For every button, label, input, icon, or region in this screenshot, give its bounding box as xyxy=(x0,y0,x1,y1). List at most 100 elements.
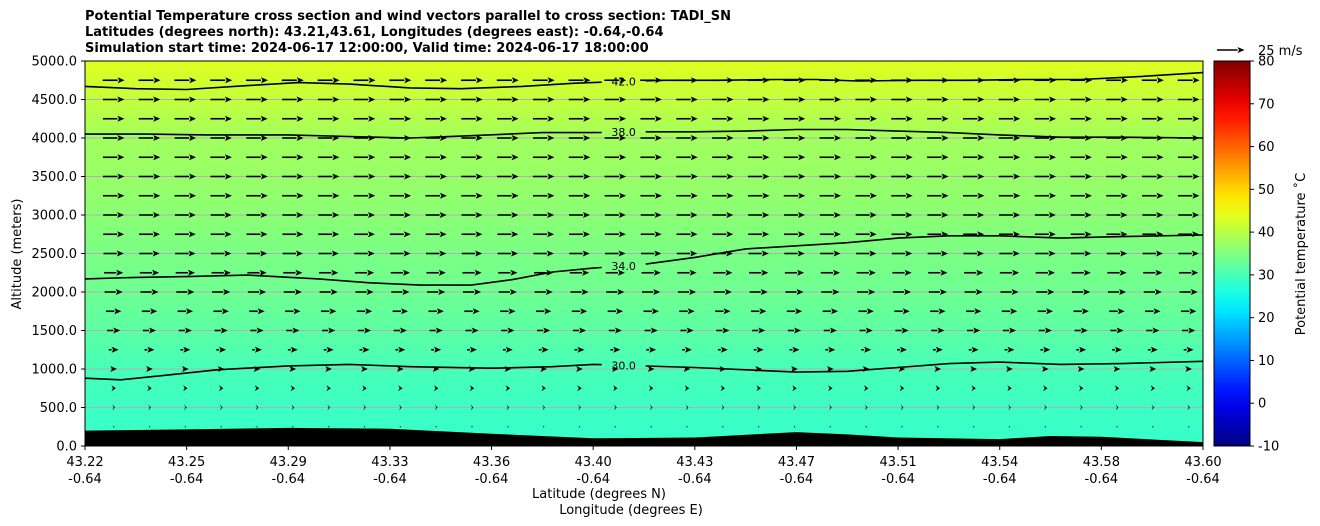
wind-vector xyxy=(214,327,228,334)
wind-vector xyxy=(213,308,229,315)
wind-vector-head xyxy=(153,115,161,122)
wind-vector-head xyxy=(1081,308,1089,315)
wind-vector xyxy=(502,346,513,353)
wind-vector xyxy=(102,96,125,103)
wind-vector xyxy=(246,192,268,199)
wind-vector xyxy=(1141,77,1164,84)
wind-vector xyxy=(175,250,196,257)
wind-vector xyxy=(461,192,483,199)
wind-vector-head xyxy=(368,173,376,180)
wind-vector-head xyxy=(582,231,590,238)
wind-vector-head xyxy=(935,385,941,392)
wind-vector-head xyxy=(511,212,519,218)
wind-vector xyxy=(532,135,555,141)
wind-vector xyxy=(425,77,448,84)
wind-vector xyxy=(1034,231,1056,238)
wind-vector-head xyxy=(475,173,483,180)
wind-vector-head xyxy=(726,192,734,199)
wind-vector xyxy=(431,346,442,353)
wind-vector-head xyxy=(330,289,338,295)
wind-vector xyxy=(1076,346,1087,353)
wind-vector xyxy=(139,231,160,238)
wind-vector-head xyxy=(260,231,268,238)
wind-vector-head xyxy=(223,269,231,276)
wind-vector-head xyxy=(726,154,734,161)
wind-vector-head xyxy=(974,308,982,315)
colorbar-tick-label: -10 xyxy=(1258,440,1279,455)
wind-vector-head xyxy=(402,289,410,295)
wind-vector xyxy=(389,173,412,180)
wind-vector xyxy=(497,154,519,161)
wind-vector-head xyxy=(690,135,698,141)
wind-vector-head xyxy=(439,173,447,180)
wind-vector xyxy=(783,192,806,199)
wind-vector xyxy=(747,173,770,180)
wind-vector xyxy=(748,212,770,218)
wind-vector xyxy=(282,173,304,180)
wind-vector xyxy=(541,385,546,392)
wind-vector-head xyxy=(433,385,439,392)
wind-vector-head xyxy=(260,192,268,199)
wind-vector-head xyxy=(475,96,483,103)
wind-vector xyxy=(532,154,555,161)
wind-vector xyxy=(820,250,841,257)
wind-vector-head xyxy=(511,231,519,238)
wind-vector xyxy=(317,173,340,180)
wind-vector-head xyxy=(972,404,976,411)
wind-vector-head xyxy=(832,269,840,276)
wind-vector-head xyxy=(798,154,806,161)
wind-vector-head xyxy=(474,269,482,276)
wind-vector-head xyxy=(612,366,619,372)
wind-vector-head xyxy=(619,135,627,141)
wind-vector xyxy=(533,212,555,218)
wind-vector xyxy=(498,269,518,276)
wind-vector xyxy=(650,426,652,428)
wind-vector-head xyxy=(794,327,802,334)
wind-vector-head xyxy=(296,135,304,141)
wind-vector xyxy=(246,212,268,218)
wind-vector-head xyxy=(439,231,447,238)
wind-vector xyxy=(246,96,268,103)
wind-vector-head xyxy=(762,96,770,103)
wind-vector-head xyxy=(189,96,197,103)
wind-vector xyxy=(964,269,984,276)
wind-vector xyxy=(822,308,839,315)
wind-vector-head xyxy=(296,231,304,238)
wind-vector xyxy=(1002,327,1017,334)
x-tick-label-latitude: 43.33 xyxy=(371,455,408,470)
wind-vector-head xyxy=(439,154,447,161)
wind-vector-head xyxy=(689,289,697,295)
wind-vector-head xyxy=(325,366,332,372)
wind-vector-head xyxy=(935,346,943,353)
wind-vector-head xyxy=(797,250,805,257)
wind-vector xyxy=(748,250,769,257)
wind-vector xyxy=(104,289,123,295)
wind-vector-head xyxy=(795,308,803,315)
wind-vector-head xyxy=(547,77,555,84)
wind-vector-head xyxy=(115,289,123,295)
wind-vector-head xyxy=(756,346,764,353)
wind-vector-head xyxy=(471,327,479,334)
wind-vector-head xyxy=(941,154,949,161)
wind-vector xyxy=(1080,426,1082,428)
wind-vector-head xyxy=(398,385,403,392)
wind-vector xyxy=(1078,385,1084,392)
wind-vector xyxy=(392,308,409,315)
wind-vector-head xyxy=(296,154,304,161)
wind-vector xyxy=(1004,346,1015,353)
wind-vector-head xyxy=(619,77,627,84)
wind-vector-head xyxy=(726,212,734,218)
wind-vector-head xyxy=(541,346,549,353)
wind-vector xyxy=(649,404,653,411)
wind-vector-head xyxy=(404,154,412,161)
wind-vector-head xyxy=(547,173,555,180)
wind-vector xyxy=(425,96,447,103)
wind-vector xyxy=(110,366,117,372)
wind-vector-head xyxy=(868,289,876,295)
wind-vector xyxy=(219,404,223,411)
wind-vector-head xyxy=(1185,366,1192,372)
wind-vector-head xyxy=(654,96,662,103)
wind-vector-head xyxy=(905,212,913,218)
wind-vector-head xyxy=(505,346,513,353)
wind-vector-head xyxy=(834,173,842,180)
